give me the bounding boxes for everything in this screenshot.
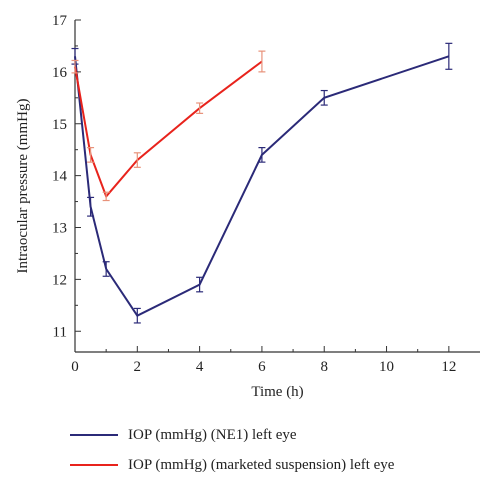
error-bar: [87, 196, 95, 217]
legend-label-marketed: IOP (mmHg) (marketed suspension) left ey…: [128, 456, 395, 473]
legend: IOP (mmHg) (NE1) left eye IOP (mmHg) (ma…: [70, 420, 394, 480]
error-bar: [258, 147, 266, 163]
x-tick-label: 0: [71, 359, 79, 375]
series-0: [71, 42, 453, 324]
y-tick-label: 15: [52, 117, 67, 133]
x-tick-label: 8: [320, 359, 328, 375]
error-bar: [102, 261, 110, 277]
axis-ticks: [74, 19, 450, 352]
chart: 0 2 4 6 8 10 12 11 12 13 14 15 16 17 Time (h) Intraoc…: [15, 13, 480, 400]
error-bar: [258, 50, 266, 73]
x-tick-label: 6: [258, 359, 266, 375]
x-tick-label: 4: [196, 359, 204, 375]
series-line: [74, 60, 263, 199]
error-bar: [71, 59, 79, 74]
series-layer: [71, 42, 453, 324]
y-tick-label: 14: [52, 169, 68, 185]
series-1: [71, 50, 266, 202]
x-tick-label: 2: [134, 359, 142, 375]
y-tick-label: 11: [53, 324, 67, 340]
error-bar: [196, 276, 204, 293]
y-tick-label: 13: [52, 221, 67, 237]
x-tick-label: 10: [379, 359, 394, 375]
error-bar: [102, 191, 110, 202]
legend-swatch-marketed: [70, 464, 118, 466]
x-tick-label: 12: [441, 359, 456, 375]
series-line: [74, 55, 450, 317]
error-bar: [445, 42, 453, 70]
y-tick-label: 17: [52, 13, 68, 29]
y-tick-label: 12: [52, 272, 67, 288]
legend-swatch-ne1: [70, 434, 118, 436]
legend-item-marketed: IOP (mmHg) (marketed suspension) left ey…: [70, 450, 394, 480]
legend-label-ne1: IOP (mmHg) (NE1) left eye: [128, 426, 297, 443]
tick-labels: 0 2 4 6 8 10 12 11 12 13 14 15 16 17: [52, 13, 456, 375]
plot-frame: [74, 20, 480, 353]
y-axis-title: Intraocular pressure (mmHg): [15, 99, 31, 274]
y-tick-label: 16: [52, 65, 68, 81]
error-bar: [320, 89, 328, 106]
legend-item-ne1: IOP (mmHg) (NE1) left eye: [70, 420, 394, 450]
error-bar: [133, 307, 141, 324]
error-bar: [196, 102, 204, 114]
error-bar: [87, 147, 95, 163]
x-axis-title: Time (h): [251, 384, 303, 400]
error-bar: [133, 152, 141, 168]
